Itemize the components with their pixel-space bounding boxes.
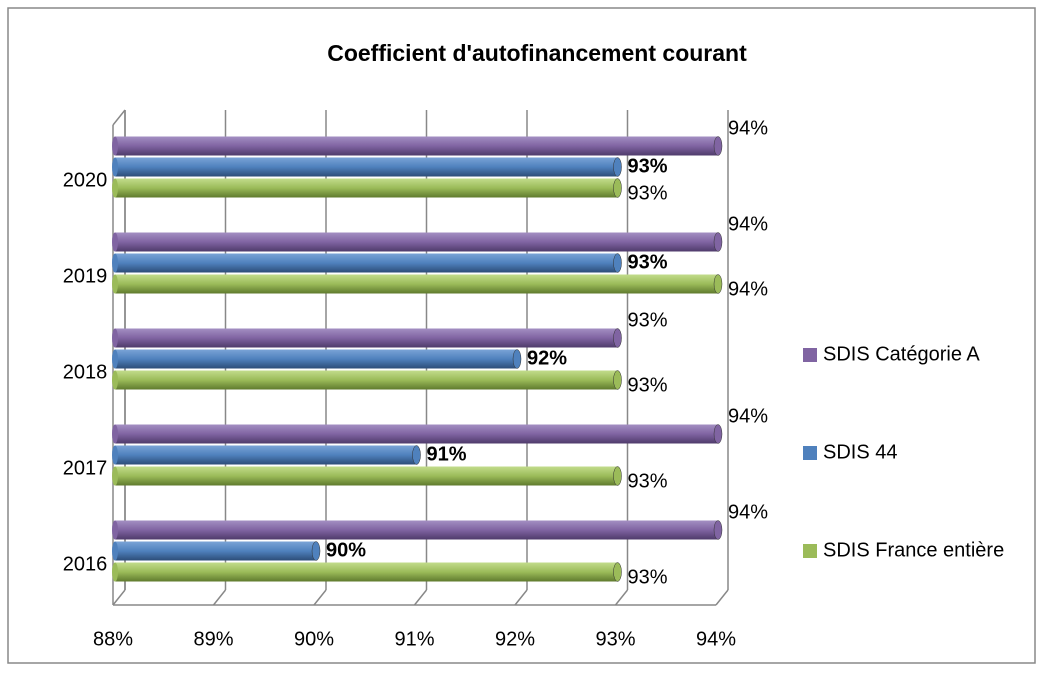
data-label: 90% bbox=[326, 539, 366, 561]
bar-cap bbox=[713, 520, 723, 540]
legend-swatch bbox=[803, 348, 817, 362]
data-label: 93% bbox=[628, 470, 668, 492]
bar-cap bbox=[713, 232, 723, 252]
bar bbox=[115, 253, 618, 273]
grid-line bbox=[313, 589, 327, 606]
data-label: 94% bbox=[728, 405, 768, 427]
data-label: 93% bbox=[628, 309, 668, 331]
bar bbox=[115, 541, 316, 561]
y-tick-label: 2019 bbox=[63, 265, 108, 287]
data-label: 91% bbox=[427, 443, 467, 465]
bar bbox=[115, 466, 618, 486]
bar-cap bbox=[112, 349, 118, 369]
y-tick-label: 2017 bbox=[63, 457, 108, 479]
x-tick-label: 88% bbox=[93, 628, 133, 650]
bar bbox=[115, 274, 718, 294]
y-tick-label: 2020 bbox=[63, 169, 108, 191]
grid-line bbox=[112, 589, 126, 606]
bar-cap bbox=[112, 520, 118, 540]
x-tick-label: 91% bbox=[394, 628, 434, 650]
legend-label: SDIS France entière bbox=[823, 539, 1004, 561]
bar bbox=[115, 232, 718, 252]
legend-label: SDIS 44 bbox=[823, 441, 897, 463]
y-tick-label: 2016 bbox=[63, 553, 108, 575]
bar bbox=[115, 562, 618, 582]
x-tick-label: 90% bbox=[294, 628, 334, 650]
bar bbox=[115, 520, 718, 540]
bar-cap bbox=[613, 328, 622, 348]
chart-title: Coefficient d'autofinancement courant bbox=[327, 40, 747, 66]
bar-cap bbox=[112, 253, 118, 273]
data-label: 93% bbox=[628, 182, 668, 204]
bar-cap bbox=[613, 370, 622, 390]
bar-cap bbox=[112, 328, 118, 348]
legend-label: SDIS Catégorie A bbox=[823, 343, 980, 365]
bar-cap bbox=[311, 541, 321, 561]
bar bbox=[115, 328, 618, 348]
bar-cap bbox=[112, 466, 118, 486]
legend-swatch bbox=[803, 544, 817, 558]
bar-cap bbox=[512, 349, 522, 369]
data-label: 94% bbox=[728, 278, 768, 300]
bar-cap bbox=[613, 466, 622, 486]
bar-cap bbox=[613, 562, 622, 582]
data-label: 94% bbox=[728, 501, 768, 523]
bar bbox=[115, 136, 718, 156]
bar-cap bbox=[112, 424, 118, 444]
bar-cap bbox=[112, 370, 118, 390]
grid-line bbox=[614, 589, 629, 606]
data-label: 94% bbox=[728, 213, 768, 235]
bar-cap bbox=[613, 253, 622, 273]
data-label: 93% bbox=[628, 155, 668, 177]
bar-cap bbox=[613, 178, 622, 198]
bar-cap bbox=[112, 541, 118, 561]
axis-wall bbox=[112, 109, 126, 126]
bar-cap bbox=[412, 445, 421, 465]
bar bbox=[115, 424, 718, 444]
bar-cap bbox=[112, 178, 118, 198]
bar bbox=[115, 157, 618, 177]
bar-cap bbox=[713, 424, 723, 444]
data-label: 94% bbox=[728, 117, 768, 139]
bar-cap bbox=[112, 157, 118, 177]
x-tick-label: 89% bbox=[193, 628, 233, 650]
bar-cap bbox=[112, 274, 118, 294]
bar bbox=[115, 349, 517, 369]
data-label: 92% bbox=[527, 347, 567, 369]
bar bbox=[115, 445, 417, 465]
data-label: 93% bbox=[628, 251, 668, 273]
x-tick-label: 93% bbox=[595, 628, 635, 650]
grid-line bbox=[413, 589, 428, 606]
bar bbox=[115, 370, 618, 390]
grid-line bbox=[212, 589, 227, 606]
x-tick-label: 94% bbox=[696, 628, 736, 650]
bar-cap bbox=[713, 274, 723, 294]
grid-line bbox=[715, 589, 729, 606]
bar-cap bbox=[112, 136, 118, 156]
x-tick-label: 92% bbox=[495, 628, 535, 650]
bar bbox=[115, 178, 618, 198]
bar-cap bbox=[112, 562, 118, 582]
data-label: 93% bbox=[628, 566, 668, 588]
bar-cap bbox=[112, 445, 118, 465]
legend-swatch bbox=[803, 446, 817, 460]
bar-cap bbox=[613, 157, 622, 177]
grid-line bbox=[514, 589, 528, 606]
bar-cap bbox=[112, 232, 118, 252]
bar-cap bbox=[713, 136, 723, 156]
data-label: 93% bbox=[628, 374, 668, 396]
y-tick-label: 2018 bbox=[63, 361, 108, 383]
